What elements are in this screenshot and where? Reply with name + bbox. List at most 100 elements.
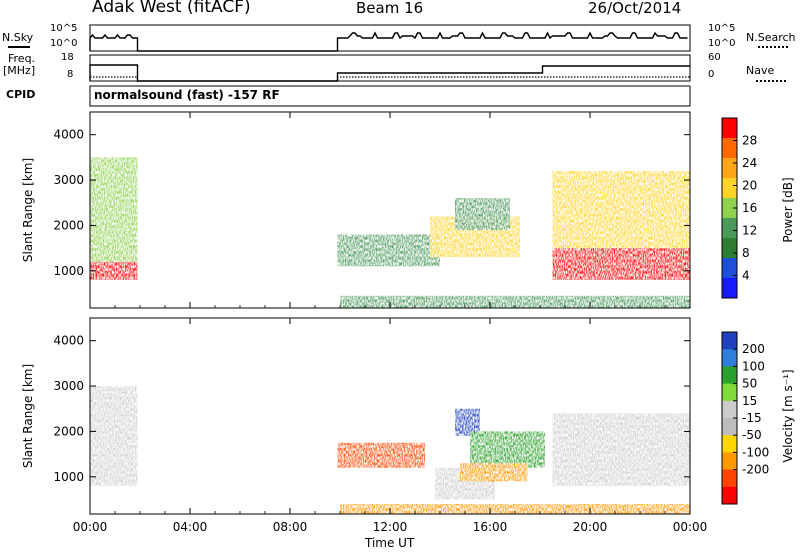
power-echo-region xyxy=(340,295,690,309)
nsearch-tick-top: 10^5 xyxy=(708,23,736,34)
power-y-tick-label: 2000 xyxy=(53,218,84,232)
velocity-colorbar-swatch xyxy=(722,486,737,505)
nave-legend-line xyxy=(756,80,786,82)
velocity-colorbar-tick-label: -100 xyxy=(742,445,769,459)
power-colorbar-tick-label: 20 xyxy=(742,179,757,193)
velocity-colorbar-swatch xyxy=(722,366,737,385)
freq-tick-bottom: 8 xyxy=(67,69,74,80)
power-panel: 1000 2000 3000 4000 xyxy=(53,111,691,309)
cpid-value: normalsound (fast) -157 RF xyxy=(94,88,280,102)
velocity-colorbar-swatch xyxy=(722,332,737,350)
freq-panel xyxy=(89,54,691,82)
power-colorbar-swatch xyxy=(722,238,737,259)
freq-units: [MHz] xyxy=(3,64,36,77)
velocity-colorbar: 200 100 50 15 -15 -50 -100 -200 xyxy=(721,331,769,505)
velocity-colorbar-swatch xyxy=(722,469,737,488)
velocity-echo-region xyxy=(460,463,528,482)
velocity-y-tick-label: 2000 xyxy=(53,424,84,438)
nsky-trace xyxy=(89,31,688,52)
freq-trace xyxy=(89,64,690,82)
nsky-panel xyxy=(89,24,691,52)
power-colorbar-label: Power [dB] xyxy=(781,177,795,243)
x-tick-label: 00:00 xyxy=(73,520,108,534)
velocity-colorbar-tick-label: -15 xyxy=(742,411,762,425)
power-echo-region xyxy=(455,198,510,230)
x-axis-label: Time UT xyxy=(365,536,415,550)
velocity-echo-region xyxy=(340,504,690,514)
power-data xyxy=(90,157,690,309)
power-colorbar-swatch xyxy=(722,158,737,179)
power-colorbar-swatch xyxy=(722,138,737,159)
velocity-colorbar-swatch xyxy=(722,452,737,471)
velocity-y-tick-label: 1000 xyxy=(53,470,84,484)
power-y-tick-label: 3000 xyxy=(53,173,84,187)
velocity-echo-region xyxy=(90,458,138,486)
velocity-colorbar-swatch xyxy=(722,400,737,419)
x-tick-label: 00:00 xyxy=(673,520,708,534)
power-colorbar-tick-label: 12 xyxy=(742,224,757,238)
power-y-axis-label: Slant Range [km] xyxy=(21,157,35,263)
x-tick-label: 16:00 xyxy=(473,520,508,534)
velocity-colorbar-tick-label: 100 xyxy=(742,359,765,373)
power-colorbar-swatch xyxy=(722,178,737,199)
nsearch-label: N.Search xyxy=(746,31,796,44)
power-echo-region xyxy=(90,261,138,280)
velocity-echo-region xyxy=(552,413,690,486)
velocity-colorbar-tick-label: -50 xyxy=(742,428,762,442)
nsky-label: N.Sky xyxy=(2,31,34,44)
nave-trace xyxy=(90,76,690,82)
beam-title: Beam 16 xyxy=(356,0,424,17)
power-colorbar-tick-label: 4 xyxy=(742,269,750,283)
power-colorbar-tick-label: 8 xyxy=(742,246,750,260)
power-colorbar-swatch xyxy=(722,258,737,279)
cpid-panel xyxy=(89,85,691,107)
power-colorbar-swatch xyxy=(722,278,737,299)
power-colorbar-tick-label: 28 xyxy=(742,134,757,148)
power-colorbar-swatch xyxy=(722,118,737,139)
x-tick-label: 04:00 xyxy=(173,520,208,534)
cpid-frame xyxy=(89,85,691,107)
nave-tick-bottom: 0 xyxy=(708,69,715,80)
power-echo-region xyxy=(552,171,690,249)
freq-frame xyxy=(89,54,691,82)
velocity-colorbar-tick-label: 200 xyxy=(742,342,765,356)
velocity-colorbar-swatch xyxy=(722,349,737,367)
velocity-data xyxy=(90,386,690,514)
power-echo-region xyxy=(552,248,690,280)
velocity-echo-region xyxy=(337,442,425,468)
nsky-legend-line xyxy=(8,46,30,48)
station-title: Adak West (fitACF) xyxy=(92,0,251,17)
velocity-colorbar-swatch xyxy=(722,418,737,436)
nsky-tick-top: 10^5 xyxy=(50,23,78,34)
power-colorbar-tick-label: 16 xyxy=(742,201,757,215)
power-y-tick-label: 1000 xyxy=(53,264,84,278)
date-title: 26/Oct/2014 xyxy=(588,0,682,17)
velocity-axes: 00:00 04:00 08:00 12:00 16:00 20:00 00:00 1000 2… xyxy=(53,318,707,534)
velocity-colorbar-label: Velocity [m s⁻¹] xyxy=(781,369,795,463)
velocity-y-tick-label: 4000 xyxy=(53,334,84,348)
freq-label: Freq. xyxy=(8,52,36,65)
x-tick-label: 20:00 xyxy=(573,520,608,534)
nsearch-tick-bottom: 10^0 xyxy=(708,38,736,49)
velocity-panel: 00:00 04:00 08:00 12:00 16:00 20:00 00:00 1000 2… xyxy=(53,317,707,534)
nsearch-legend-line xyxy=(758,46,788,48)
power-echo-region xyxy=(90,157,138,262)
nsky-tick-bottom: 10^0 xyxy=(50,38,78,49)
velocity-colorbar-tick-label: -200 xyxy=(742,463,769,477)
power-colorbar-tick-label: 24 xyxy=(742,156,757,170)
velocity-echo-region xyxy=(90,386,138,459)
velocity-colorbar-tick-label: 50 xyxy=(742,377,757,391)
velocity-echo-region xyxy=(455,408,480,436)
velocity-colorbar-tick-label: 15 xyxy=(742,394,757,408)
power-colorbar-swatch xyxy=(722,218,737,239)
nave-tick-top: 60 xyxy=(708,52,721,63)
velocity-y-axis-label: Slant Range [km] xyxy=(21,363,35,469)
power-echo-region xyxy=(337,234,440,267)
x-tick-label: 12:00 xyxy=(373,520,408,534)
velocity-y-tick-label: 3000 xyxy=(53,379,84,393)
power-colorbar-swatch xyxy=(722,198,737,219)
x-tick-label: 08:00 xyxy=(273,520,308,534)
nave-label: Nave xyxy=(746,64,775,77)
power-y-tick-label: 4000 xyxy=(53,128,84,142)
